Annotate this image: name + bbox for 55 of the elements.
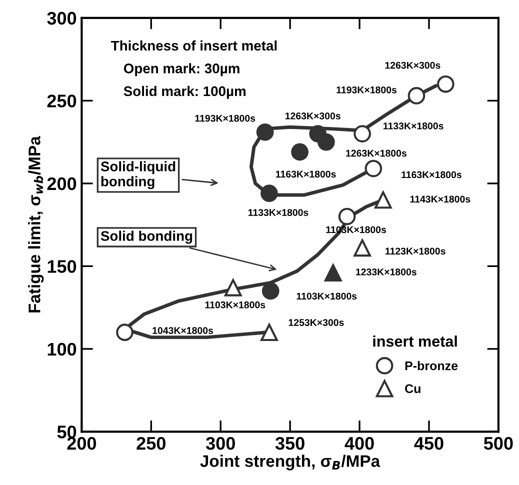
x-tick-label: 500 [484,436,513,450]
point [354,239,371,257]
annotation: 1163K×1800s [402,171,462,178]
annotation: Solid bonding [100,230,192,244]
annotation: 1103K×1800s [296,292,357,300]
legend-title: insert metal [373,336,457,347]
annotation: 1123K×1800s [386,248,446,255]
x-tick-label: 400 [344,436,374,450]
point [364,160,382,178]
point [354,125,371,142]
point [260,184,278,202]
point [324,264,342,282]
x-tick-label: 450 [414,436,444,450]
y-tick-label: 250 [47,94,76,108]
legend-label: P-bronze [405,361,458,370]
annotation: 1103K×1800s [205,301,266,308]
annotation: 1143K×1800s [410,196,470,203]
point [338,208,356,226]
point [408,87,426,104]
annotation: 1163K×1800s [276,170,336,178]
annotation: 1263K×1800s [346,150,406,157]
x-axis-title: Joint strength, σ$_{B}$/MPa [200,454,380,470]
x-tick-label: 250 [136,436,166,450]
point [224,278,242,296]
point [436,75,454,93]
annotation: 1133K×1800s [384,122,444,130]
y-tick-label: 300 [47,12,76,25]
annotation: 1193K×1800s [336,86,397,94]
y-tick-label: 50 [57,426,76,438]
annotation: 1193K×1800s [195,114,256,122]
point [291,143,308,161]
annotation: 1263K×300s [385,62,440,69]
y-axis-title: Fatigue limit, σ$_{wb}$/MPa [28,136,44,312]
y-tick-label: 100 [48,342,76,356]
x-tick-label: 300 [206,436,235,450]
annotation: Thickness of insert metal [111,40,277,51]
point [318,133,335,151]
y-tick-label: 150 [48,260,76,273]
annotation: 1253K×300s [288,319,344,326]
point [262,282,280,300]
y-tick-label: 200 [47,177,76,190]
annotation: Solid mark: 100µm [124,86,246,99]
annotation: Solid-liquid bonding [100,161,176,190]
annotation: 1133K×1800s [248,209,308,216]
annotation: 1263K×300s [285,112,340,120]
x-tick-label: 350 [275,436,304,450]
annotation: Open mark: 30µm [124,63,240,76]
annotation: 1043K×1800s [152,327,214,334]
point [256,123,274,141]
legend-label: Cu [405,384,420,394]
point [116,324,134,342]
x-tick-label: 200 [67,436,96,450]
point [260,324,278,342]
point [374,191,392,209]
annotation: 1233K×1800s [356,268,416,276]
